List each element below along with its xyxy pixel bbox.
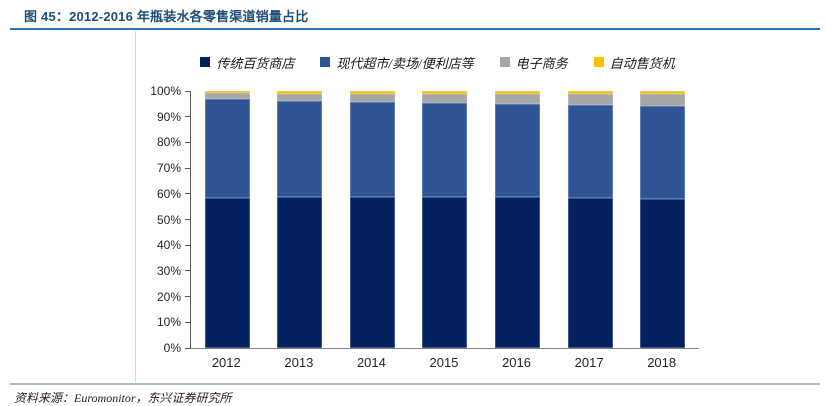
bar-segment-2014-s0 — [349, 196, 395, 348]
bar-segment-2017-s0 — [567, 197, 613, 348]
figure-bottom-rule — [10, 383, 820, 385]
source-note: 资料来源：Euromonitor，东兴证券研究所 — [14, 391, 232, 405]
y-tick-label: 80% — [156, 135, 181, 150]
y-tick-mark — [185, 244, 191, 246]
x-axis-labels: 2012 2013 2014 2015 2016 2017 2018 — [190, 355, 698, 370]
bars — [191, 91, 699, 348]
bar-segment-2015-s3 — [422, 91, 468, 94]
bar-segment-2018-s3 — [640, 91, 686, 94]
bar-segment-2012-s2 — [204, 93, 250, 100]
y-tick-mark — [185, 116, 191, 118]
y-tick-label: 30% — [156, 263, 181, 278]
bar-2013 — [277, 91, 323, 348]
y-tick-label: 10% — [156, 315, 181, 330]
legend: 传统百货商店 现代超市/卖场/便利店等 电子商务 自动售货机 — [165, 53, 710, 71]
y-tick-label: 50% — [156, 212, 181, 227]
bar-2017 — [567, 91, 613, 348]
bar-2014 — [349, 91, 395, 348]
bar-segment-2017-s1 — [567, 104, 613, 198]
x-tick-label: 2015 — [429, 355, 459, 370]
legend-item-0: 传统百货商店 — [200, 53, 294, 72]
cell-divider-line — [135, 31, 136, 383]
bar-segment-2018-s2 — [640, 93, 686, 106]
legend-label: 自动售货机 — [609, 55, 675, 71]
y-tick-label: 40% — [156, 238, 181, 253]
bar-2018 — [640, 91, 686, 348]
legend-label: 现代超市/卖场/便利店等 — [336, 55, 474, 71]
legend-swatch-icon — [320, 57, 331, 67]
y-tick-mark — [185, 321, 191, 323]
bar-2016 — [495, 91, 541, 348]
bar-segment-2015-s1 — [422, 103, 468, 197]
bar-segment-2013-s1 — [277, 101, 323, 198]
bar-2015 — [422, 91, 468, 348]
title-underline — [10, 28, 820, 30]
x-tick-label: 2016 — [502, 355, 531, 370]
bar-segment-2015-s0 — [422, 196, 468, 348]
bar-segment-2016-s0 — [495, 197, 541, 348]
legend-item-3: 自动售货机 — [593, 53, 675, 72]
bar-segment-2014-s2 — [349, 93, 395, 103]
legend-swatch-icon — [499, 57, 510, 67]
plot-area: 0% 10% 20% 30% 40% 50% 60% 70% 80% 90% 100% — [150, 84, 699, 355]
y-tick-mark — [185, 90, 191, 92]
bar-segment-2012-s1 — [204, 99, 250, 198]
bar-segment-2017-s3 — [567, 91, 613, 94]
bar-segment-2018-s1 — [640, 105, 686, 199]
bar-segment-2013-s2 — [277, 93, 323, 102]
x-tick-label: 2018 — [647, 355, 677, 370]
x-tick-label: 2017 — [574, 355, 604, 370]
bar-segment-2016-s2 — [495, 93, 541, 105]
y-tick-mark — [185, 167, 191, 169]
legend-label: 电子商务 — [515, 55, 568, 71]
y-tick-mark — [185, 193, 191, 195]
legend-swatch-icon — [200, 57, 211, 67]
y-tick-mark — [185, 347, 191, 349]
legend-label: 传统百货商店 — [216, 55, 295, 71]
bar-segment-2016-s3 — [495, 91, 541, 94]
bar-segment-2012-s3 — [204, 91, 250, 94]
bar-segment-2016-s1 — [495, 104, 541, 198]
y-tick-label: 70% — [156, 161, 181, 176]
x-tick-label: 2013 — [284, 355, 314, 370]
y-tick-label: 90% — [156, 109, 181, 124]
bar-segment-2017-s2 — [567, 93, 613, 105]
y-tick-label: 100% — [150, 84, 181, 98]
y-tick-mark — [185, 296, 191, 298]
figure-title: 图 45：2012-2016 年瓶装水各零售渠道销量占比 — [24, 9, 309, 24]
x-tick-label: 2012 — [211, 355, 241, 370]
legend-swatch-icon — [593, 57, 604, 67]
bar-segment-2014-s1 — [349, 102, 395, 197]
y-tick-mark — [185, 219, 191, 220]
y-tick-label: 20% — [156, 289, 181, 304]
y-tick-mark — [185, 270, 191, 272]
y-tick-mark — [185, 141, 191, 143]
bar-segment-2014-s3 — [349, 91, 395, 94]
y-tick-label: 0% — [163, 341, 181, 355]
bar-2012 — [204, 91, 250, 348]
x-tick-label: 2014 — [356, 355, 386, 370]
y-tick-label: 60% — [156, 186, 181, 201]
bar-segment-2012-s0 — [204, 197, 250, 348]
bar-segment-2013-s3 — [277, 91, 323, 94]
bar-segment-2013-s0 — [277, 197, 323, 348]
bar-segment-2015-s2 — [422, 93, 468, 104]
legend-item-2: 电子商务 — [499, 53, 568, 72]
legend-item-1: 现代超市/卖场/便利店等 — [320, 53, 474, 72]
bar-segment-2018-s0 — [640, 198, 686, 348]
